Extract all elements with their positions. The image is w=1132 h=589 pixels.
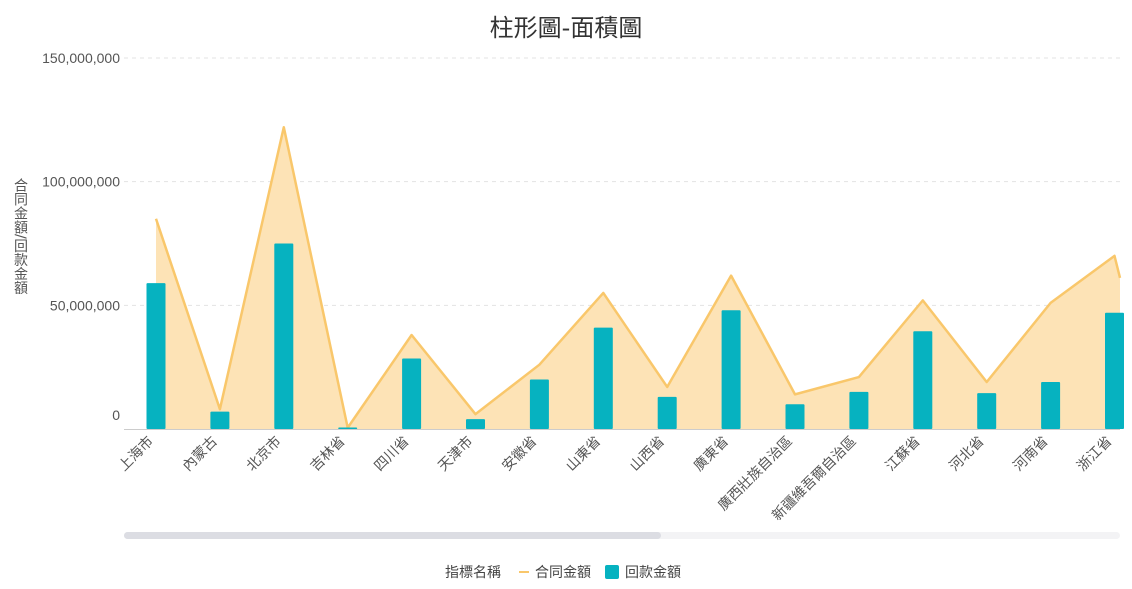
legend-item-contract[interactable]: 合同金額: [519, 562, 591, 582]
bar-payment: [274, 243, 294, 429]
y-tick-label: 100,000,000: [42, 174, 120, 190]
x-tick-label: 山東省: [562, 433, 603, 474]
y-tick-label: 0: [112, 407, 120, 423]
legend-title: 指標名稱: [445, 565, 501, 581]
x-tick-label: 河北省: [946, 433, 987, 474]
bar-payment: [529, 379, 549, 429]
bar-payment: [146, 283, 166, 429]
legend-item-payment[interactable]: 回款金額: [605, 562, 681, 582]
grid-layer: [124, 57, 1120, 306]
bar-payment: [210, 411, 230, 429]
legend: 指標名稱 合同金額 回款金額: [0, 562, 1132, 582]
chart-canvas: 0 50,000,000 100,000,000 150,000,000 上海市 內蒙古北…: [42, 50, 1124, 523]
x-tick-label: 內蒙古: [179, 433, 220, 474]
bar-swatch-icon: [605, 565, 619, 579]
bar-payment: [913, 331, 933, 429]
x-tick-label: 上海市: [115, 433, 156, 474]
area-fill-contract: [156, 127, 1120, 430]
bar-payment: [977, 393, 997, 429]
x-tick-label: 河南省: [1010, 433, 1051, 474]
x-tick-label: 安徽省: [499, 433, 540, 474]
bar-payment: [338, 427, 358, 429]
y-axis-label: 合同金額/回款金額: [12, 178, 28, 295]
line-swatch-icon: [519, 571, 529, 573]
x-tick-label: 浙江省: [1074, 433, 1115, 474]
label-layer: 0 50,000,000 100,000,000 150,000,000 上海市 內蒙古北…: [42, 50, 1114, 523]
bar-payment: [1105, 312, 1124, 429]
legend-label-contract: 合同金額: [535, 565, 591, 581]
bar-payment: [402, 358, 422, 429]
scrollbar-thumb[interactable]: [124, 532, 661, 539]
x-tick-label: 吉林省: [307, 433, 348, 474]
x-tick-label: 北京市: [243, 433, 284, 474]
x-tick-label: 江蘇省: [882, 433, 923, 474]
bar-payment: [849, 391, 869, 429]
bar-payment: [466, 419, 485, 429]
bar-payment: [785, 404, 805, 429]
y-tick-label: 150,000,000: [42, 50, 120, 66]
bar-payment: [1041, 382, 1061, 429]
y-tick-label: 50,000,000: [50, 297, 120, 313]
bar-layer: [146, 243, 1124, 429]
area-layer: [154, 126, 1122, 430]
x-tick-label: 四川省: [371, 433, 412, 474]
chart-title: 柱形圖-面積圖: [489, 14, 643, 42]
x-tick-label: 天津市: [435, 433, 476, 474]
x-tick-label: 廣東省: [690, 433, 731, 474]
bar-payment: [721, 310, 741, 429]
area-line-contract: [154, 126, 1122, 430]
x-tick-label: 山西省: [626, 433, 667, 474]
bar-payment: [657, 396, 677, 429]
bar-payment: [593, 327, 613, 429]
legend-label-payment: 回款金額: [625, 565, 681, 581]
